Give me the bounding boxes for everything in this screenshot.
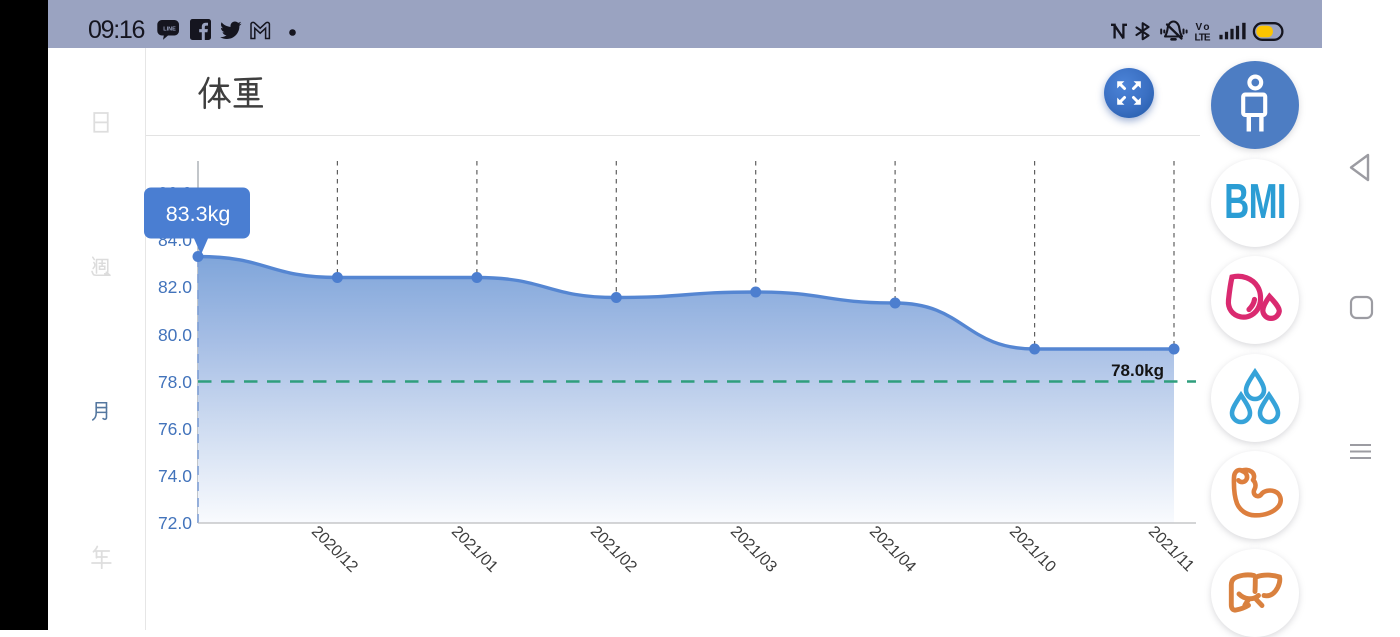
svg-text:83.3kg: 83.3kg (166, 202, 231, 226)
svg-text:Vo: Vo (1196, 22, 1210, 33)
svg-text:LTE: LTE (1195, 33, 1211, 44)
svg-text:LINE: LINE (163, 26, 176, 32)
